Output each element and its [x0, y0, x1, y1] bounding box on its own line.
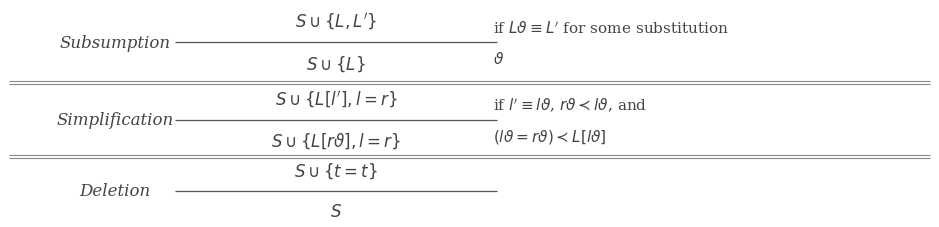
- Text: Subsumption: Subsumption: [60, 35, 171, 51]
- Text: $S \cup \{L, L^{\prime}\}$: $S \cup \{L, L^{\prime}\}$: [295, 12, 377, 32]
- Text: $S$: $S$: [330, 203, 342, 220]
- Text: Deletion: Deletion: [80, 182, 151, 199]
- Text: $(l\vartheta = r\vartheta) \prec L[l\vartheta]$: $(l\vartheta = r\vartheta) \prec L[l\var…: [493, 127, 606, 145]
- Text: $S \cup \{L\}$: $S \cup \{L\}$: [306, 54, 366, 73]
- Text: $S \cup \{t = t\}$: $S \cup \{t = t\}$: [294, 160, 377, 180]
- Text: if $l^{\prime} \equiv l\vartheta$, $r\vartheta \prec l\vartheta$, and: if $l^{\prime} \equiv l\vartheta$, $r\va…: [493, 96, 647, 114]
- Text: $S \cup \{L[r\vartheta], l = r\}$: $S \cup \{L[r\vartheta], l = r\}$: [271, 131, 401, 151]
- Text: $\vartheta$: $\vartheta$: [493, 51, 503, 67]
- Text: if $L\vartheta \equiv L^{\prime}$ for some substitution: if $L\vartheta \equiv L^{\prime}$ for so…: [493, 20, 729, 37]
- Text: Simplification: Simplification: [56, 112, 174, 129]
- Text: $S \cup \{L[l^{\prime}], l = r\}$: $S \cup \{L[l^{\prime}], l = r\}$: [275, 89, 397, 110]
